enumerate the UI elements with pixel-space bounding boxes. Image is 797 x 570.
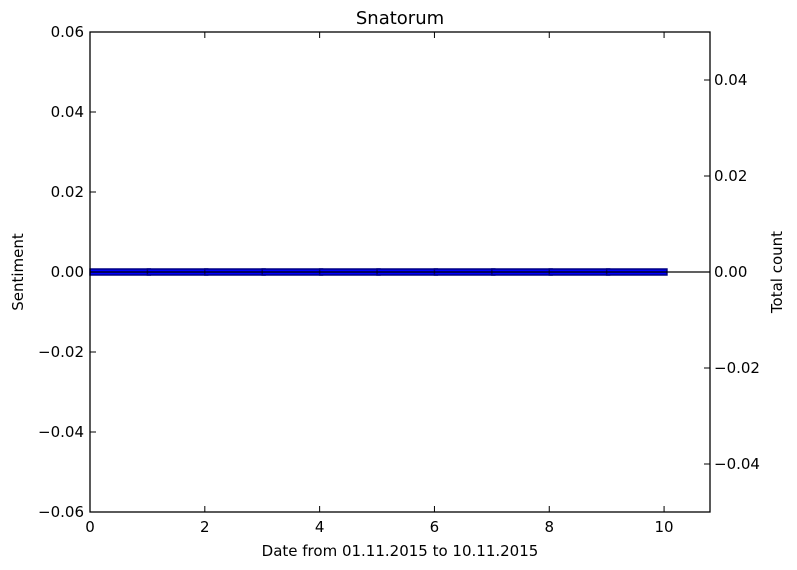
- y-left-tick-label: 0.02: [51, 183, 84, 201]
- y-right-tick-label: 0.00: [714, 263, 747, 281]
- y-axis-label-left: Sentiment: [9, 233, 27, 311]
- y-left-tick-label: −0.02: [38, 343, 84, 361]
- y-axis-label-right: Total count: [768, 231, 786, 314]
- y-left-tick-label: 0.00: [51, 263, 84, 281]
- y-right-tick-label: −0.04: [714, 455, 760, 473]
- x-tick-label: 0: [85, 518, 95, 536]
- y-left-tick-label: −0.06: [38, 503, 84, 521]
- x-tick-label: 8: [544, 518, 554, 536]
- x-tick-label: 2: [200, 518, 210, 536]
- y-left-tick-label: 0.04: [51, 103, 84, 121]
- y-right-tick-label: −0.02: [714, 359, 760, 377]
- y-right-tick-label: 0.02: [714, 167, 747, 185]
- ticks: 0 2 4 6 8 10 0.06 0.04 0.02 0.00 −0.02 −0.04 −0.06 0.…: [38, 23, 760, 536]
- x-tick-label: 6: [430, 518, 440, 536]
- x-tick-label: 4: [315, 518, 325, 536]
- y-left-tick-label: 0.06: [51, 23, 84, 41]
- x-tick-label: 10: [655, 518, 674, 536]
- x-axis-label: Date from 01.11.2015 to 10.11.2015: [262, 542, 539, 560]
- y-left-tick-label: −0.04: [38, 423, 84, 441]
- y-right-tick-label: 0.04: [714, 71, 747, 89]
- plot-marks: [89, 268, 710, 276]
- chart-title: Snatorum: [356, 8, 444, 29]
